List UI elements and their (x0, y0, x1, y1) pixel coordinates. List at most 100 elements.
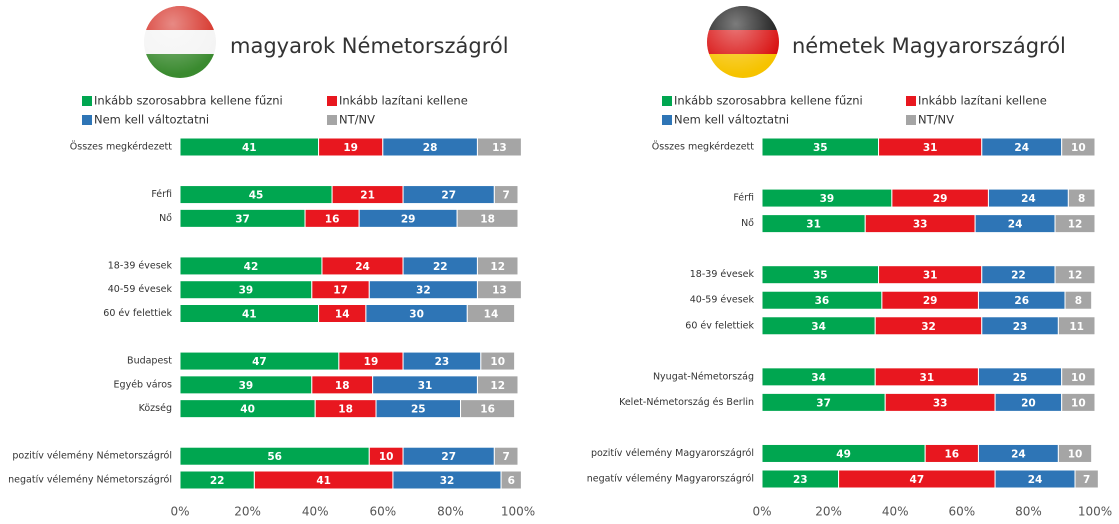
data-label: 23 (435, 356, 450, 368)
legend-label: NT/NV (339, 113, 375, 127)
flag-hungary (144, 6, 216, 78)
data-label: 12 (1068, 219, 1083, 231)
legend-swatch (82, 115, 92, 125)
category-label: Község (139, 403, 172, 414)
data-label: 10 (379, 451, 394, 463)
bar-segment (1067, 188, 1096, 208)
data-label: 47 (910, 474, 925, 486)
bar-segment (456, 208, 519, 228)
data-label: 10 (1068, 448, 1083, 460)
data-label: 29 (923, 295, 938, 307)
data-label: 33 (913, 219, 928, 231)
data-label: 24 (1008, 219, 1023, 231)
data-label: 31 (923, 142, 938, 154)
data-label: 16 (944, 448, 959, 460)
category-label: pozitív vélemény Németországról (12, 451, 172, 462)
bar-segment (493, 446, 519, 466)
category-label: negatív vélemény Magyarországról (587, 474, 754, 485)
legend-swatch (662, 96, 672, 106)
data-label: 23 (1013, 321, 1028, 333)
x-tick-label: 20% (234, 505, 261, 519)
bar-segment (476, 280, 522, 300)
legend-swatch (662, 115, 672, 125)
data-label: 24 (1028, 474, 1043, 486)
data-label: 30 (409, 309, 424, 321)
data-label: 31 (418, 380, 433, 392)
data-label: 10 (1071, 142, 1086, 154)
bar-segment (1064, 290, 1093, 310)
flag-germany (707, 6, 779, 78)
data-label: 18 (480, 213, 495, 225)
data-label: 32 (416, 285, 431, 297)
category-label: 60 év felettiek (103, 308, 172, 319)
data-label: 16 (325, 213, 340, 225)
legend-label: Inkább szorosabbra kellene fűzni (674, 94, 863, 108)
bar-segment (476, 375, 519, 395)
category-label: 18-39 évesek (108, 260, 173, 271)
bar-segment (1061, 137, 1096, 157)
category-label: pozitív vélemény Magyarországról (591, 448, 754, 459)
data-label: 37 (816, 397, 831, 409)
legend-swatch (906, 96, 916, 106)
data-label: 22 (210, 475, 225, 487)
x-tick-label: 0% (752, 505, 771, 519)
data-label: 19 (343, 142, 358, 154)
category-label: Férfi (733, 193, 754, 204)
x-tick-label: 40% (882, 505, 909, 519)
bar-segment (466, 304, 516, 323)
category-label: Összes megkérdezett (652, 142, 754, 153)
data-label: 32 (921, 321, 936, 333)
data-label: 39 (239, 285, 254, 297)
data-label: 24 (1011, 448, 1026, 460)
category-label: negatív vélemény Németországról (8, 475, 172, 486)
data-label: 32 (440, 475, 455, 487)
bar-segment (1061, 392, 1096, 412)
data-label: 31 (920, 372, 935, 384)
data-label: 42 (244, 261, 259, 273)
data-label: 27 (441, 190, 456, 202)
data-label: 47 (252, 356, 267, 368)
data-label: 41 (242, 142, 257, 154)
x-tick-label: 60% (948, 505, 975, 519)
x-tick-label: 20% (815, 505, 842, 519)
data-label: 33 (933, 397, 948, 409)
chart-title: németek Magyarországról (792, 34, 1066, 58)
legend-label: Nem kell változtatni (94, 113, 209, 127)
data-label: 37 (235, 213, 250, 225)
data-label: 56 (267, 451, 282, 463)
data-label: 10 (490, 356, 505, 368)
x-tick-label: 80% (1015, 505, 1042, 519)
data-label: 8 (1078, 193, 1085, 205)
bar-segment (500, 470, 522, 490)
category-label: Egyéb város (114, 379, 173, 390)
legend-label: Inkább lazítani kellene (339, 94, 468, 108)
legend-swatch (906, 115, 916, 125)
data-label: 6 (508, 475, 515, 487)
x-tick-label: 40% (302, 505, 329, 519)
data-label: 35 (813, 142, 828, 154)
data-label: 10 (1071, 397, 1086, 409)
data-label: 29 (401, 213, 416, 225)
bar-segment (493, 185, 519, 205)
category-label: 18-39 évesek (690, 269, 755, 280)
data-label: 7 (503, 451, 510, 463)
bar-segment (1061, 367, 1096, 387)
x-tick-label: 60% (369, 505, 396, 519)
x-tick-label: 100% (1078, 505, 1112, 519)
x-tick-label: 80% (437, 505, 464, 519)
data-label: 21 (360, 190, 375, 202)
data-label: 29 (933, 193, 948, 205)
data-label: 18 (338, 404, 353, 416)
data-label: 35 (813, 270, 828, 282)
category-label: Budapest (127, 356, 172, 367)
legend-swatch (327, 115, 337, 125)
category-label: 60 év felettiek (685, 320, 754, 331)
legend-label: Inkább szorosabbra kellene fűzni (94, 94, 283, 108)
data-label: 25 (411, 404, 426, 416)
data-label: 18 (335, 380, 350, 392)
data-label: 36 (815, 295, 830, 307)
category-label: 40-59 évesek (690, 295, 755, 306)
data-label: 24 (355, 261, 370, 273)
bar-segment (1054, 265, 1096, 285)
